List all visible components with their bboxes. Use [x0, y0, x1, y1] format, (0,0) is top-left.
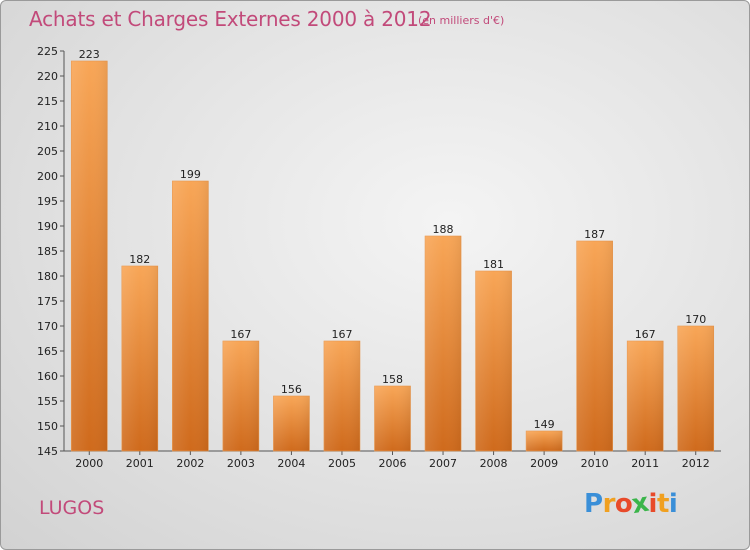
proxiti-logo: Proxiti	[584, 488, 678, 520]
data-label-2000: 223	[79, 48, 100, 61]
x-tick-label: 2009	[530, 457, 558, 470]
data-label-2006: 158	[382, 373, 403, 386]
bar-shine-2010	[576, 241, 613, 451]
data-label-2008: 181	[483, 258, 504, 271]
bar-shine-2003	[222, 341, 259, 451]
data-label-2004: 156	[281, 383, 302, 396]
y-tick-label: 155	[37, 395, 58, 408]
x-tick-label: 2008	[480, 457, 508, 470]
data-label-2003: 167	[230, 328, 251, 341]
y-tick-label: 200	[37, 170, 58, 183]
data-label-2001: 182	[129, 253, 150, 266]
y-tick-label: 215	[37, 95, 58, 108]
bar-shine-2009	[526, 431, 563, 451]
x-tick-label: 2006	[379, 457, 407, 470]
x-tick-label: 2000	[75, 457, 103, 470]
y-tick-label: 185	[37, 245, 58, 258]
y-tick-label: 190	[37, 220, 58, 233]
y-tick-label: 180	[37, 270, 58, 283]
logo-letter: P	[584, 489, 603, 519]
logo-letter: r	[602, 489, 616, 519]
y-tick-label: 160	[37, 370, 58, 383]
y-tick-label: 150	[37, 420, 58, 433]
bar-shine-2012	[677, 326, 714, 451]
y-tick-label: 195	[37, 195, 58, 208]
x-tick-label: 2012	[682, 457, 710, 470]
x-tick-label: 2005	[328, 457, 356, 470]
axes: 145 150 155 160 165 170 175 180 185 190 195 200 205 2…	[37, 45, 721, 470]
bar-shine-2007	[425, 236, 462, 451]
y-tick-label: 225	[37, 45, 58, 58]
x-tick-label: 2001	[126, 457, 154, 470]
y-tick-label: 170	[37, 320, 58, 333]
x-tick-label: 2011	[631, 457, 659, 470]
logo-letter: o	[614, 489, 633, 519]
y-tick-label: 175	[37, 295, 58, 308]
x-tick-label: 2003	[227, 457, 255, 470]
logo-letter: i	[668, 489, 678, 519]
bar-shine-2004	[273, 396, 310, 451]
chart-title: Achats et Charges Externes 2000 à 2012	[29, 7, 432, 31]
data-label-2005: 167	[331, 328, 352, 341]
bar-shine-2001	[121, 266, 158, 451]
bars	[70, 60, 715, 452]
y-tick-label: 220	[37, 70, 58, 83]
bar-shine-2008	[475, 271, 512, 451]
y-tick-label: 165	[37, 345, 58, 358]
bar-shine-2000	[71, 61, 108, 451]
logo-letter: t	[656, 489, 669, 519]
data-label-2012: 170	[685, 313, 706, 326]
data-label-2011: 167	[635, 328, 656, 341]
x-tick-label: 2002	[176, 457, 204, 470]
data-label-2010: 187	[584, 228, 605, 241]
chart-subtitle: (en milliers d'€)	[418, 14, 505, 27]
bar-shine-2006	[374, 386, 411, 451]
data-label-2009: 149	[534, 418, 555, 431]
y-tick-label: 145	[37, 445, 58, 458]
logo-letter: i	[648, 489, 658, 519]
data-labels: 223 182 199 167 156 167 158 188 181 149 187 167 170	[79, 48, 706, 431]
x-tick-label: 2010	[581, 457, 609, 470]
bar-shine-2005	[323, 341, 360, 451]
x-tick-label: 2004	[277, 457, 305, 470]
commune-name: LUGOS	[39, 497, 105, 519]
data-label-2002: 199	[180, 168, 201, 181]
bar-shine-2011	[627, 341, 664, 451]
bar-shine-2002	[172, 181, 209, 451]
x-tick-label: 2007	[429, 457, 457, 470]
y-tick-label: 205	[37, 145, 58, 158]
y-tick-label: 210	[37, 120, 58, 133]
data-label-2007: 188	[433, 223, 454, 236]
